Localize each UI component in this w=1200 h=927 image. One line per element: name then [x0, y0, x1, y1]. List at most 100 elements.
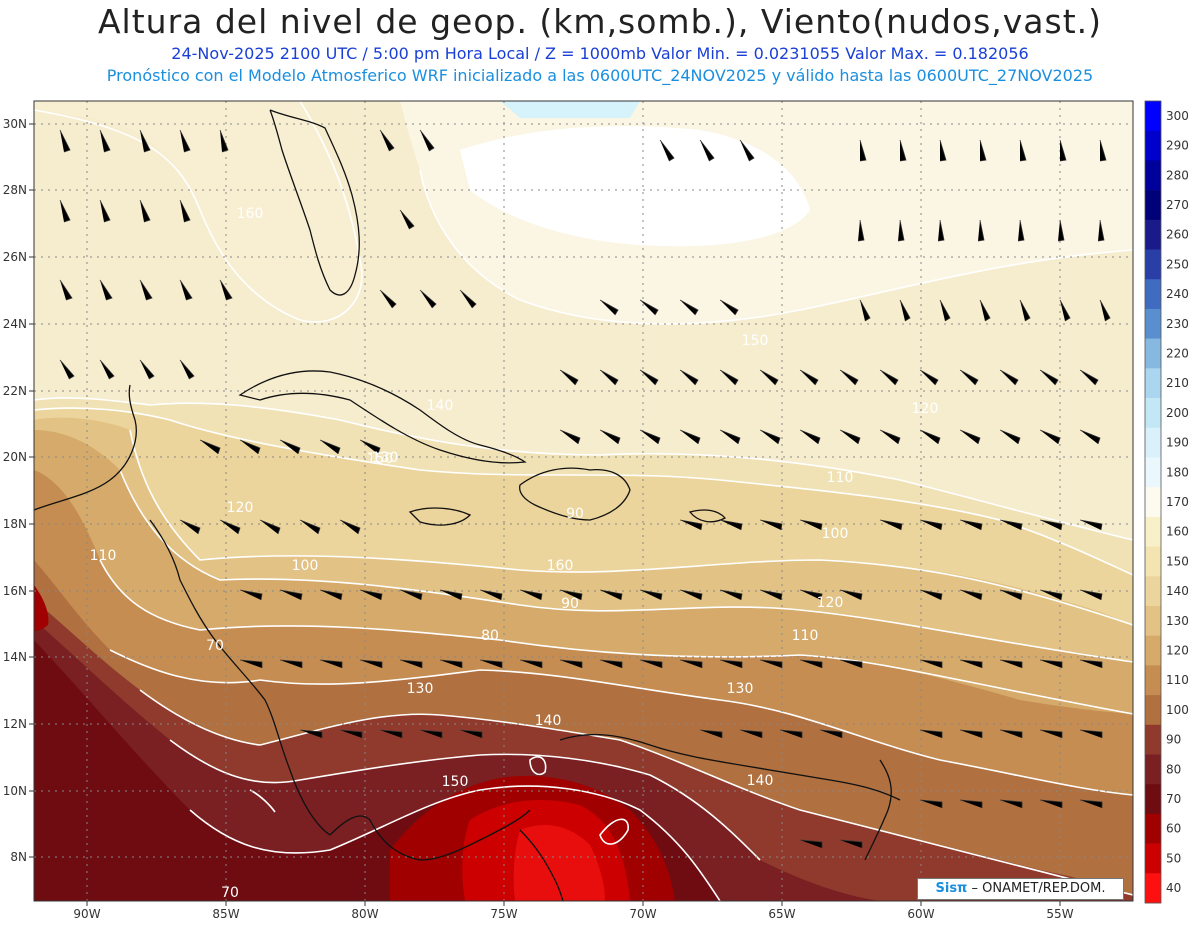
colorbar-swatch: [1145, 427, 1161, 458]
contour-label: 90: [566, 506, 584, 522]
lon-tick-label: 55W: [1046, 907, 1073, 921]
contour-label: 130: [407, 681, 434, 697]
lat-tick-label: 26N: [3, 250, 27, 264]
colorbar: 300 290 280 270 260 250 240 230 220 210 200 190 180 1…: [1144, 100, 1189, 904]
lon-tick-label: 80W: [351, 907, 378, 921]
colorbar-frame: [1144, 100, 1162, 904]
contour-label: 150: [367, 451, 394, 467]
colorbar-swatch: [1145, 279, 1161, 310]
contour-labels: 160 150 140 130 120 110 100 90 80 70 130 140 150 120 1…: [90, 206, 939, 901]
lon-tick-label: 90W: [73, 907, 100, 921]
lat-tick-label: 8N: [10, 850, 27, 864]
contour-label: 90: [561, 596, 579, 612]
contour-label: 140: [747, 773, 774, 789]
lat-tick-label: 22N: [3, 384, 27, 398]
credit-text: – ONAMET/REP.DOM.: [967, 881, 1106, 896]
colorbar-label: 280: [1166, 168, 1189, 182]
lat-tick-label: 18N: [3, 517, 27, 531]
colorbar-swatch: [1145, 308, 1161, 339]
contour-label: 150: [742, 333, 769, 349]
colorbar-label: 170: [1166, 495, 1189, 509]
colorbar-label: 80: [1166, 762, 1181, 776]
contour-label: 160: [237, 206, 264, 222]
contour-label: 100: [292, 558, 319, 574]
colorbar-label: 110: [1166, 673, 1189, 687]
contour-label: 140: [427, 398, 454, 414]
colorbar-label: 200: [1166, 406, 1189, 420]
colorbar-label: 100: [1166, 703, 1189, 717]
colorbar-label: 120: [1166, 644, 1189, 658]
contour-label: 130: [727, 681, 754, 697]
colorbar-label: 240: [1166, 287, 1189, 301]
colorbar-swatch: [1145, 665, 1161, 696]
axis-labels: 90W 85W 80W 75W 70W 65W 60W 55W 30N 28N 26N 24N 22N 2…: [3, 117, 1074, 921]
contour-label: 140: [535, 713, 562, 729]
lon-tick-label: 60W: [907, 907, 934, 921]
colorbar-swatch: [1145, 398, 1161, 429]
colorbar-label: 60: [1166, 822, 1181, 836]
colorbar-label: 40: [1166, 881, 1181, 895]
lat-tick-label: 14N: [3, 650, 27, 664]
lon-tick-label: 65W: [768, 907, 795, 921]
contour-label: 160: [547, 558, 574, 574]
colorbar-swatch: [1145, 546, 1161, 577]
lat-tick-label: 24N: [3, 317, 27, 331]
colorbar-swatch: [1145, 130, 1161, 161]
colorbar-swatch: [1145, 219, 1161, 250]
colorbar-swatch: [1145, 487, 1161, 518]
colorbar-label: 190: [1166, 436, 1189, 450]
colorbar-label: 290: [1166, 139, 1189, 153]
lon-tick-label: 85W: [212, 907, 239, 921]
lat-tick-label: 20N: [3, 450, 27, 464]
contour-label: 70: [221, 885, 239, 901]
colorbar-label: 180: [1166, 465, 1189, 479]
map-frame: [33, 100, 1134, 902]
subtitle-valid-time: 24-Nov-2025 2100 UTC / 5:00 pm Hora Loca…: [171, 44, 1029, 63]
colorbar-label: 70: [1166, 792, 1181, 806]
chart-title: Altura del nivel de geop. (km,somb.), Vi…: [97, 2, 1103, 41]
colorbar-swatch: [1145, 190, 1161, 221]
subtitle-model-run: Pronóstico con el Modelo Atmosferico WRF…: [106, 66, 1094, 85]
contour-label: 120: [912, 401, 939, 417]
colorbar-swatch: [1145, 754, 1161, 785]
colorbar-label: 210: [1166, 376, 1189, 390]
colorbar-label: 50: [1166, 851, 1181, 865]
colorbar-swatch: [1145, 160, 1161, 191]
colorbar-label: 90: [1166, 733, 1181, 747]
coastlines: [34, 109, 901, 901]
colorbar-swatch: [1145, 338, 1161, 369]
colorbar-swatch: [1145, 813, 1161, 844]
colorbar-swatch: [1145, 457, 1161, 488]
contour-label: 110: [90, 548, 117, 564]
colorbar-swatch: [1145, 249, 1161, 280]
colorbar-swatch: [1145, 843, 1161, 874]
contour-label: 100: [822, 526, 849, 542]
lon-tick-label: 75W: [490, 907, 517, 921]
colorbar-label: 160: [1166, 525, 1189, 539]
lat-tick-label: 12N: [3, 717, 27, 731]
colorbar-label: 270: [1166, 198, 1189, 212]
contour-label: 150: [442, 774, 469, 790]
colorbar-swatch: [1145, 368, 1161, 399]
contour-label: 110: [827, 470, 854, 486]
contour-label: 70: [206, 638, 224, 654]
colorbar-label: 250: [1166, 257, 1189, 271]
lat-tick-label: 10N: [3, 784, 27, 798]
colorbar-label: 150: [1166, 554, 1189, 568]
contour-label: 110: [792, 628, 819, 644]
colorbar-label: 300: [1166, 109, 1189, 123]
colorbar-swatch: [1145, 635, 1161, 666]
credit-brand: Sisπ: [935, 881, 968, 896]
lat-tick-label: 30N: [3, 117, 27, 131]
colorbar-swatch: [1145, 695, 1161, 726]
colorbar-swatch: [1145, 605, 1161, 636]
colorbar-swatch: [1145, 576, 1161, 607]
contour-label: 120: [817, 595, 844, 611]
colorbar-swatch: [1145, 724, 1161, 755]
colorbar-label: 230: [1166, 317, 1189, 331]
colorbar-label: 140: [1166, 584, 1189, 598]
lon-tick-label: 70W: [629, 907, 656, 921]
lat-tick-label: 16N: [3, 584, 27, 598]
colorbar-label: 220: [1166, 346, 1189, 360]
